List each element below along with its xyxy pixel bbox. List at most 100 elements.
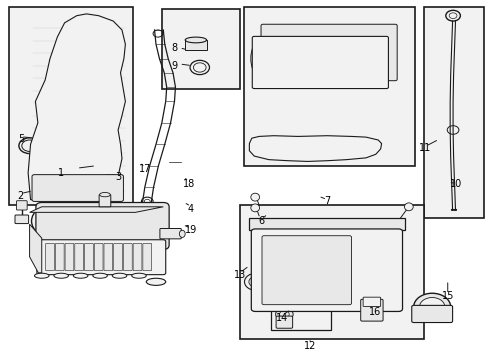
- Circle shape: [311, 30, 318, 35]
- Circle shape: [288, 30, 295, 35]
- Circle shape: [38, 209, 71, 233]
- Text: 12: 12: [304, 341, 316, 351]
- FancyBboxPatch shape: [104, 243, 113, 271]
- Circle shape: [279, 221, 287, 226]
- Circle shape: [67, 98, 96, 119]
- FancyBboxPatch shape: [411, 305, 452, 323]
- FancyBboxPatch shape: [251, 229, 402, 311]
- Circle shape: [313, 221, 321, 226]
- FancyBboxPatch shape: [133, 243, 142, 271]
- FancyBboxPatch shape: [55, 243, 64, 271]
- Polygon shape: [30, 224, 41, 273]
- Circle shape: [347, 221, 355, 226]
- Bar: [162, 9, 239, 89]
- Circle shape: [413, 293, 450, 320]
- FancyBboxPatch shape: [123, 243, 132, 271]
- Text: 7: 7: [324, 197, 329, 206]
- Text: 9: 9: [171, 61, 177, 71]
- FancyBboxPatch shape: [262, 236, 351, 305]
- Bar: [244, 7, 414, 166]
- FancyBboxPatch shape: [160, 229, 181, 239]
- FancyBboxPatch shape: [94, 243, 103, 271]
- FancyBboxPatch shape: [363, 297, 380, 306]
- Text: 17: 17: [139, 164, 151, 174]
- Ellipse shape: [250, 204, 259, 212]
- Text: 6: 6: [258, 216, 264, 226]
- Ellipse shape: [179, 230, 185, 238]
- Circle shape: [107, 55, 117, 62]
- Circle shape: [376, 221, 384, 226]
- Ellipse shape: [250, 193, 259, 201]
- FancyBboxPatch shape: [37, 240, 165, 275]
- Polygon shape: [30, 207, 163, 212]
- FancyBboxPatch shape: [32, 175, 123, 202]
- Bar: [9, 7, 132, 205]
- Ellipse shape: [146, 278, 165, 285]
- Text: 13: 13: [233, 270, 245, 280]
- FancyBboxPatch shape: [360, 299, 382, 321]
- FancyBboxPatch shape: [185, 40, 206, 50]
- Text: 8: 8: [171, 43, 177, 53]
- Circle shape: [68, 59, 85, 72]
- Circle shape: [73, 102, 90, 115]
- FancyBboxPatch shape: [114, 243, 122, 271]
- FancyBboxPatch shape: [142, 243, 151, 271]
- Circle shape: [107, 41, 117, 48]
- Text: 2: 2: [18, 191, 24, 201]
- FancyBboxPatch shape: [276, 316, 292, 328]
- FancyBboxPatch shape: [75, 243, 83, 271]
- FancyBboxPatch shape: [36, 203, 169, 249]
- Text: 14: 14: [275, 312, 287, 323]
- Ellipse shape: [250, 43, 265, 74]
- Bar: [424, 7, 483, 217]
- Circle shape: [51, 142, 92, 172]
- Polygon shape: [28, 14, 125, 201]
- Circle shape: [275, 308, 292, 321]
- FancyBboxPatch shape: [15, 215, 29, 224]
- FancyBboxPatch shape: [249, 217, 404, 230]
- Ellipse shape: [404, 203, 412, 211]
- Circle shape: [60, 53, 94, 78]
- Circle shape: [50, 46, 103, 85]
- Text: 11: 11: [418, 143, 430, 153]
- Polygon shape: [249, 136, 381, 161]
- Text: 10: 10: [449, 179, 461, 189]
- Circle shape: [280, 319, 288, 325]
- Circle shape: [31, 204, 78, 238]
- FancyBboxPatch shape: [84, 243, 93, 271]
- Circle shape: [393, 221, 401, 226]
- Circle shape: [252, 221, 260, 226]
- FancyBboxPatch shape: [252, 36, 387, 89]
- Circle shape: [265, 30, 272, 35]
- Ellipse shape: [112, 273, 126, 278]
- Circle shape: [244, 273, 267, 291]
- Text: 15: 15: [441, 291, 453, 301]
- Circle shape: [419, 297, 444, 316]
- Text: 3: 3: [115, 172, 121, 182]
- FancyBboxPatch shape: [99, 195, 111, 207]
- Text: 1: 1: [58, 168, 63, 178]
- Ellipse shape: [34, 273, 49, 278]
- Text: 16: 16: [368, 307, 380, 317]
- Circle shape: [190, 60, 209, 75]
- Circle shape: [67, 153, 77, 160]
- Text: 5: 5: [18, 134, 24, 144]
- Circle shape: [59, 148, 84, 166]
- FancyBboxPatch shape: [261, 24, 396, 81]
- Ellipse shape: [93, 273, 107, 278]
- Ellipse shape: [131, 273, 146, 278]
- Ellipse shape: [54, 273, 68, 278]
- Circle shape: [106, 26, 118, 34]
- Bar: [271, 287, 330, 330]
- FancyBboxPatch shape: [65, 243, 74, 271]
- Ellipse shape: [100, 193, 110, 197]
- Bar: [239, 205, 424, 339]
- FancyBboxPatch shape: [45, 243, 54, 271]
- Circle shape: [358, 30, 365, 35]
- Text: 19: 19: [184, 225, 197, 235]
- Circle shape: [48, 216, 61, 226]
- Ellipse shape: [73, 273, 88, 278]
- Circle shape: [34, 170, 51, 183]
- Text: 18: 18: [182, 179, 194, 189]
- Circle shape: [22, 140, 37, 152]
